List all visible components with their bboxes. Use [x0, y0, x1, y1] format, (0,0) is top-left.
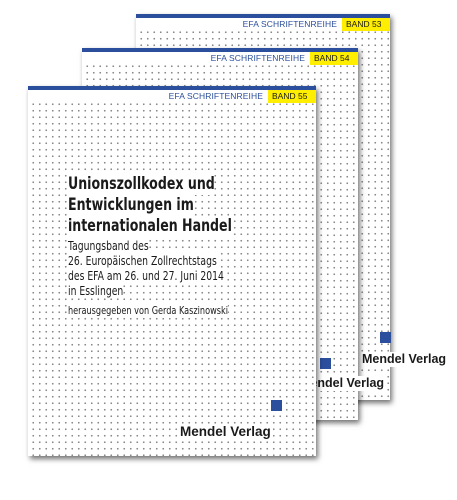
band-badge: BAND 53: [342, 18, 390, 31]
cover-text: Unionszollkodex und Entwicklungen im int…: [68, 174, 303, 318]
editor-line: herausgegeben von Gerda Kaszinowski: [68, 304, 228, 317]
book-title: Unionszollkodex und Entwicklungen im int…: [68, 174, 305, 237]
book-editor: herausgegeben von Gerda Kaszinowski: [68, 304, 305, 318]
series-header: EFA SCHRIFTENREIHE BAND 53: [136, 14, 390, 31]
series-label: EFA SCHRIFTENREIHE: [168, 91, 263, 101]
series-label: EFA SCHRIFTENREIHE: [210, 53, 305, 63]
series-header: EFA SCHRIFTENREIHE BAND 55: [28, 86, 316, 103]
subtitle-line-3: des EFA am 26. und 27. Juni 2014: [68, 268, 224, 283]
publisher-logo: Mendel Verlag: [298, 376, 387, 391]
subtitle-line-2: 26. Europäischen Zollrechtstags: [68, 253, 217, 268]
series-label: EFA SCHRIFTENREIHE: [242, 19, 337, 29]
book-subtitle: Tagungsband des 26. Europäischen Zollrec…: [68, 238, 305, 298]
subtitle-line-4: in Esslingen: [68, 283, 124, 298]
band-badge: BAND 55: [268, 90, 316, 103]
publisher-logo: Mendel Verlag: [178, 424, 273, 439]
title-line-3: internationalen Handel: [68, 216, 232, 237]
title-line-2: Entwicklungen im: [68, 195, 194, 216]
title-line-1: Unionszollkodex und: [68, 174, 215, 195]
book-cover-band-55: EFA SCHRIFTENREIHE BAND 55 Unionszollkod…: [28, 86, 316, 456]
band-badge: BAND 54: [310, 52, 358, 65]
series-header: EFA SCHRIFTENREIHE BAND 54: [82, 48, 358, 65]
publisher-logo: Mendel Verlag: [360, 352, 449, 367]
blue-square-icon: [320, 358, 331, 369]
blue-square-icon: [380, 332, 391, 343]
blue-square-icon: [271, 400, 282, 411]
subtitle-line-1: Tagungsband des: [68, 238, 149, 253]
